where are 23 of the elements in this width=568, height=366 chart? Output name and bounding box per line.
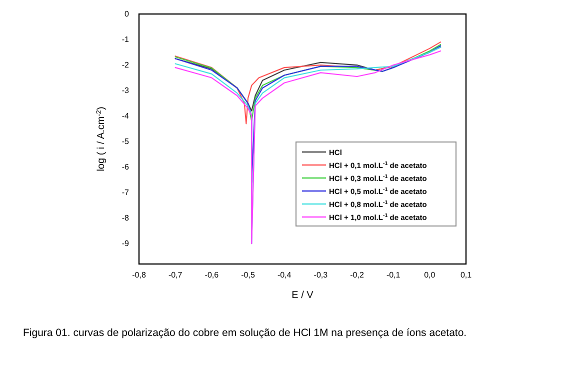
x-tick-label: -0,3 — [314, 270, 328, 280]
x-tick-label: -0,6 — [204, 270, 220, 280]
y-tick-label: -1 — [122, 35, 130, 44]
y-tick-label: -7 — [122, 188, 130, 198]
line-series — [174, 45, 442, 183]
y-tick-label: -3 — [122, 86, 130, 96]
x-tick-label: -0,8 — [132, 270, 146, 280]
y-tick-label: -8 — [122, 214, 130, 223]
y-tick-label: -6 — [122, 162, 130, 172]
x-tick-label: -0,2 — [350, 270, 364, 280]
text: Figura 01. curvas de polarização do cobre em solução de HCl 1M na presença de íons acetato. — [23, 327, 467, 339]
x-tick-label: -0,4 — [277, 270, 292, 280]
y-tick-label: -2 — [122, 60, 130, 70]
x-tick-label: 0,0 — [424, 270, 436, 280]
y-tick-label: -9 — [122, 239, 130, 248]
x-tick-label: -0,1 — [386, 270, 401, 280]
x-axis-title: E / V — [292, 290, 314, 301]
y-tick-label: 0 — [124, 10, 130, 19]
x-tick-label: -0,7 — [168, 270, 183, 280]
y-tick-label: -5 — [122, 137, 130, 146]
x-tick-label: 0,1 — [460, 270, 472, 280]
y-tick-label: -4 — [122, 112, 130, 121]
x-tick-label: -0,5 — [241, 270, 256, 280]
